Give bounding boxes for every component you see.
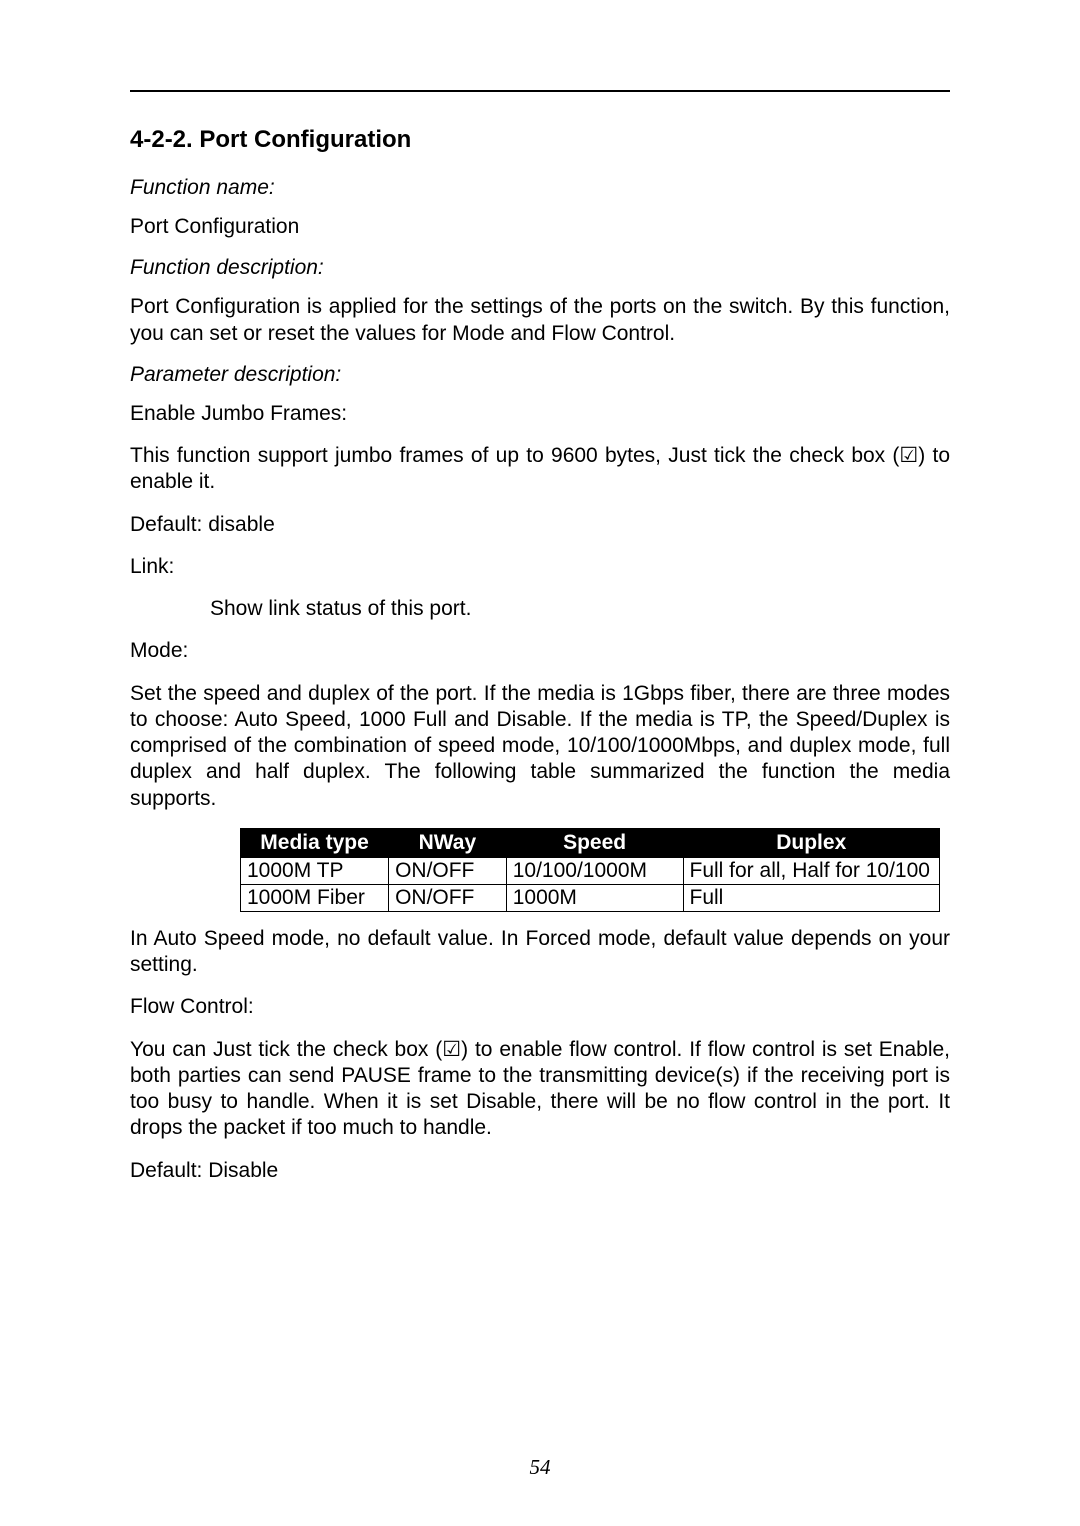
flow-default: Default: Disable <box>130 1158 950 1184</box>
cell-nway: ON/OFF <box>389 884 507 911</box>
page: 4-2-2. Port Configuration Function name:… <box>0 0 1080 1526</box>
cell-speed: 10/100/1000M <box>506 857 683 884</box>
parameter-description-label: Parameter description: <box>130 363 950 387</box>
mode-body: Set the speed and duplex of the port. If… <box>130 681 950 812</box>
function-description-label: Function description: <box>130 256 950 280</box>
top-rule <box>130 90 950 92</box>
jumbo-body: This function support jumbo frames of up… <box>130 443 950 496</box>
table-row: 1000M Fiber ON/OFF 1000M Full <box>241 884 940 911</box>
cell-nway: ON/OFF <box>389 857 507 884</box>
jumbo-default: Default: disable <box>130 512 950 538</box>
link-body: Show link status of this port. <box>210 596 950 622</box>
function-description-body: Port Configuration is applied for the se… <box>130 294 950 347</box>
th-duplex: Duplex <box>683 828 940 857</box>
th-media: Media type <box>241 828 389 857</box>
function-name-label: Function name: <box>130 176 950 200</box>
page-number: 54 <box>0 1455 1080 1480</box>
cell-media: 1000M Fiber <box>241 884 389 911</box>
cell-speed: 1000M <box>506 884 683 911</box>
cell-media: 1000M TP <box>241 857 389 884</box>
table-row: 1000M TP ON/OFF 10/100/1000M Full for al… <box>241 857 940 884</box>
cell-duplex: Full for all, Half for 10/100 <box>683 857 940 884</box>
media-table: Media type NWay Speed Duplex 1000M TP ON… <box>240 828 940 912</box>
table-header-row: Media type NWay Speed Duplex <box>241 828 940 857</box>
th-speed: Speed <box>506 828 683 857</box>
cell-duplex: Full <box>683 884 940 911</box>
link-title: Link: <box>130 554 950 580</box>
function-name-value: Port Configuration <box>130 214 950 240</box>
th-nway: NWay <box>389 828 507 857</box>
jumbo-title: Enable Jumbo Frames: <box>130 401 950 427</box>
flow-title: Flow Control: <box>130 994 950 1020</box>
mode-title: Mode: <box>130 638 950 664</box>
section-heading: 4-2-2. Port Configuration <box>130 126 950 154</box>
mode-after-table: In Auto Speed mode, no default value. In… <box>130 926 950 979</box>
flow-body: You can Just tick the check box (☑) to e… <box>130 1037 950 1142</box>
